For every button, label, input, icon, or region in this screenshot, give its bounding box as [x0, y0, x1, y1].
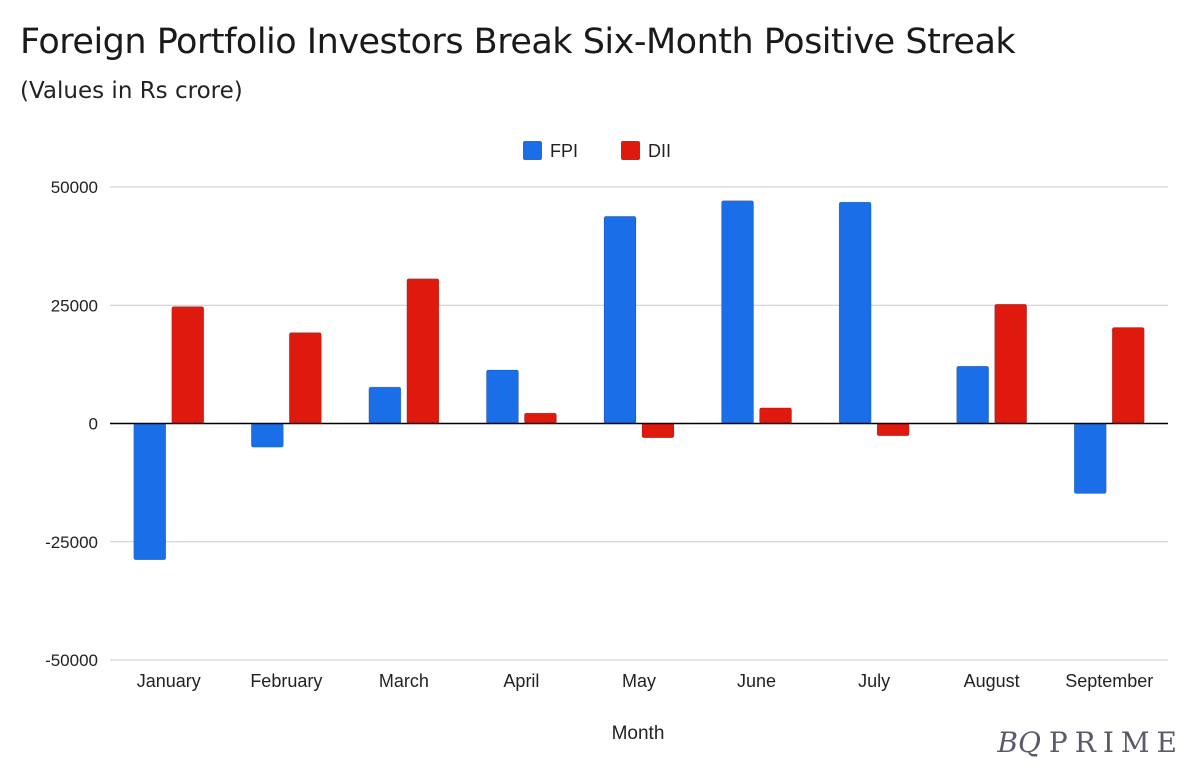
- bar-dii-february: [289, 332, 322, 424]
- chart-subtitle: (Values in Rs crore): [20, 78, 243, 104]
- y-tick-label: 50000: [51, 178, 98, 197]
- y-tick-label: -25000: [45, 533, 98, 552]
- bar-fpi-february: [251, 423, 284, 448]
- bar-fpi-july: [838, 201, 872, 424]
- x-tick-label: June: [737, 671, 776, 691]
- bar-dii-may: [641, 423, 675, 438]
- x-tick-label: August: [964, 671, 1020, 691]
- x-tick-label: January: [137, 671, 201, 691]
- legend-label-dii: DII: [648, 141, 671, 161]
- bar-dii-march: [406, 278, 440, 424]
- bar-fpi-june: [721, 200, 754, 424]
- brand-logo: BQ PRIME: [997, 726, 1184, 759]
- bar-dii-september: [1111, 327, 1145, 424]
- x-tick-label: September: [1065, 671, 1153, 691]
- y-tick-label: -50000: [45, 651, 98, 670]
- bar-fpi-january: [133, 423, 167, 561]
- x-tick-label: May: [622, 671, 656, 691]
- x-tick-label: March: [379, 671, 429, 691]
- legend-swatch-fpi: [523, 141, 542, 160]
- legend-label-fpi: FPI: [550, 141, 578, 161]
- bar-fpi-march: [368, 386, 402, 424]
- y-tick-label: 0: [89, 415, 98, 434]
- bar-fpi-may: [603, 216, 637, 424]
- bar-dii-june: [759, 407, 792, 424]
- x-tick-label: April: [503, 671, 539, 691]
- x-tick-label: February: [250, 671, 322, 691]
- y-tick-label: 25000: [51, 296, 98, 315]
- x-axis-label: Month: [612, 723, 665, 744]
- bar-fpi-september: [1073, 423, 1107, 494]
- bar-dii-april: [524, 412, 557, 424]
- bar-dii-august: [994, 304, 1027, 424]
- bar-dii-july: [876, 423, 910, 437]
- chart-title: Foreign Portfolio Investors Break Six-Mo…: [20, 22, 1016, 62]
- x-tick-label: July: [858, 671, 890, 691]
- legend-swatch-dii: [621, 141, 640, 160]
- bar-fpi-august: [956, 365, 989, 424]
- bar-fpi-april: [486, 369, 519, 424]
- bar-dii-january: [171, 306, 205, 424]
